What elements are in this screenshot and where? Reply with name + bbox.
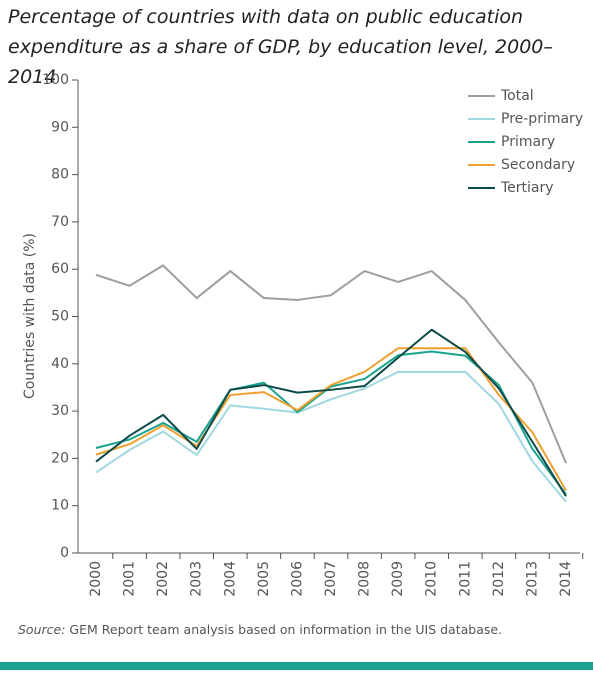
y-tick-label: 0 [60,545,69,561]
legend-label: Secondary [501,157,575,173]
y-tick-label: 70 [51,214,69,230]
source-label: Source: [18,622,66,637]
chart: 0 10 20 30 40 50 60 70 80 90 100 2000 2001 2002 2003 20… [22,72,584,597]
y-axis-label: Countries with data (%) [22,233,38,399]
y-tick-label: 10 [51,498,69,514]
line-series [95,264,567,464]
x-tick-label: 2007 [323,561,339,597]
x-tick-label: 2014 [558,561,574,597]
y-tick-label: 90 [51,119,69,135]
x-tick-label: 2010 [424,561,440,597]
legend-label: Total [500,88,534,104]
x-tick-label: 2001 [122,561,138,597]
y-tick-label: 50 [51,309,69,325]
y-tick-label: 80 [51,167,69,183]
footer-band [0,662,593,670]
x-tick-label: 2009 [390,561,406,597]
source: Source: GEM Report team analysis based o… [18,622,502,637]
x-tick-label: 2005 [256,561,272,597]
x-tick-label: 2008 [357,561,373,597]
line-series [95,350,567,495]
y-tick-label: 60 [51,261,69,277]
x-tick-label: 2013 [524,561,540,597]
chart-title: Percentage of countries with data on pub… [8,6,553,88]
legend-label: Primary [501,134,555,150]
y-tick-label: 20 [51,450,69,466]
x-tick-label: 2006 [289,561,305,597]
line-series [95,370,567,503]
x-tick-label: 2000 [88,561,104,597]
x-tick-label: 2003 [189,561,205,597]
source-text: GEM Report team analysis based on inform… [69,622,503,637]
y-tick-label: 30 [51,403,69,419]
x-tick-label: 2012 [491,561,507,597]
x-tick-label: 2011 [457,561,473,597]
line-series [95,347,567,492]
line-series [95,328,567,497]
legend-label: Pre-primary [501,111,583,127]
legend-label: Tertiary [500,180,554,196]
x-tick-label: 2004 [222,561,238,597]
x-tick-label: 2002 [155,561,171,597]
y-tick-label: 100 [42,72,69,88]
y-tick-label: 40 [51,356,69,372]
